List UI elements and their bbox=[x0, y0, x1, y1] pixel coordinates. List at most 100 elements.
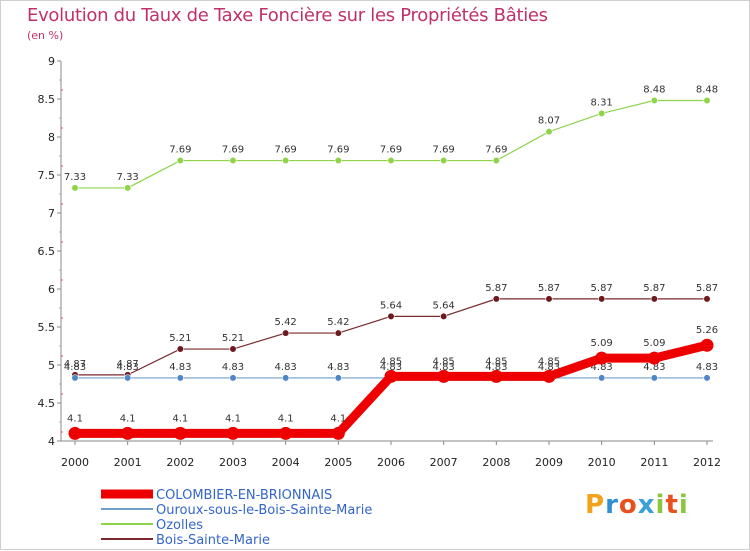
data-label: 5.87 bbox=[538, 283, 560, 294]
data-label: 4.83 bbox=[696, 362, 718, 373]
data-point bbox=[650, 96, 658, 105]
data-label: 4.83 bbox=[327, 362, 349, 373]
data-point bbox=[545, 295, 553, 303]
data-label: 4.87 bbox=[64, 359, 86, 370]
data-label: 4.1 bbox=[120, 413, 136, 424]
data-point bbox=[279, 426, 293, 440]
data-label: 5.21 bbox=[222, 333, 244, 344]
data-label: 7.69 bbox=[327, 145, 349, 156]
data-label: 5.87 bbox=[485, 283, 507, 294]
data-label: 5.21 bbox=[169, 333, 191, 344]
data-point bbox=[282, 329, 290, 337]
data-point bbox=[700, 338, 714, 352]
data-point bbox=[595, 351, 609, 365]
data-label: 5.87 bbox=[591, 283, 613, 294]
data-label: 7.69 bbox=[380, 145, 402, 156]
data-label: 4.1 bbox=[278, 413, 294, 424]
y-tick-label: 7 bbox=[48, 207, 55, 220]
logo-letter: o bbox=[618, 490, 638, 520]
legend-label: COLOMBIER-EN-BRIONNAIS bbox=[156, 488, 332, 503]
data-point bbox=[598, 295, 606, 303]
data-point bbox=[440, 156, 448, 165]
data-point bbox=[489, 369, 503, 383]
data-point bbox=[282, 156, 290, 165]
data-label: 4.83 bbox=[117, 362, 139, 373]
x-tick-label: 2008 bbox=[482, 456, 510, 469]
legend-label: Ozolles bbox=[156, 518, 203, 533]
logo-letter: t bbox=[665, 490, 679, 520]
data-label: 4.83 bbox=[64, 362, 86, 373]
data-point bbox=[703, 295, 711, 303]
data-point bbox=[71, 184, 79, 192]
data-point bbox=[387, 312, 395, 320]
logo-letter: P bbox=[585, 490, 606, 520]
data-label: 7.69 bbox=[275, 145, 297, 156]
data-point bbox=[173, 426, 187, 440]
data-label: 4.1 bbox=[225, 413, 241, 424]
data-label: 7.69 bbox=[169, 145, 191, 156]
data-label: 8.07 bbox=[538, 116, 560, 127]
data-point bbox=[598, 109, 606, 118]
data-label: 5.87 bbox=[696, 283, 718, 294]
data-label: 5.87 bbox=[643, 283, 665, 294]
data-point bbox=[176, 345, 184, 353]
data-label: 4.1 bbox=[330, 413, 346, 424]
data-point bbox=[384, 369, 398, 383]
data-label: 7.33 bbox=[117, 172, 139, 183]
y-tick-label: 5 bbox=[48, 359, 55, 372]
data-label: 8.48 bbox=[643, 85, 665, 96]
x-tick-label: 2000 bbox=[61, 456, 89, 469]
data-label: 4.85 bbox=[538, 356, 560, 367]
data-label: 4.83 bbox=[380, 362, 402, 373]
data-point bbox=[124, 374, 132, 382]
data-point bbox=[387, 156, 395, 165]
data-label: 5.09 bbox=[643, 338, 665, 349]
data-point bbox=[492, 295, 500, 303]
y-tick-label: 6 bbox=[48, 283, 55, 296]
x-tick-label: 2004 bbox=[272, 456, 300, 469]
x-tick-label: 2010 bbox=[588, 456, 616, 469]
data-point bbox=[68, 426, 82, 440]
x-tick-label: 2005 bbox=[324, 456, 352, 469]
data-point bbox=[334, 329, 342, 337]
y-tick-label: 4.5 bbox=[38, 397, 56, 410]
data-label: 4.83 bbox=[275, 362, 297, 373]
data-point bbox=[492, 156, 500, 165]
data-label: 4.83 bbox=[643, 362, 665, 373]
data-label: 7.69 bbox=[222, 145, 244, 156]
data-label: 4.87 bbox=[117, 359, 139, 370]
data-point bbox=[703, 374, 711, 382]
data-label: 4.83 bbox=[433, 362, 455, 373]
data-label: 4.83 bbox=[538, 362, 560, 373]
data-point bbox=[703, 96, 711, 105]
data-point bbox=[226, 426, 240, 440]
y-tick-label: 4 bbox=[48, 435, 55, 448]
data-point bbox=[440, 312, 448, 320]
data-label: 4.83 bbox=[485, 362, 507, 373]
data-point bbox=[598, 374, 606, 382]
x-tick-label: 2009 bbox=[535, 456, 563, 469]
data-point bbox=[647, 351, 661, 365]
data-label: 5.42 bbox=[327, 317, 349, 328]
data-label: 5.26 bbox=[696, 325, 718, 336]
data-point bbox=[229, 345, 237, 353]
data-point bbox=[124, 184, 132, 192]
x-tick-label: 2006 bbox=[377, 456, 405, 469]
data-label: 4.85 bbox=[380, 356, 402, 367]
y-tick-label: 7.5 bbox=[38, 169, 56, 182]
data-label: 7.33 bbox=[64, 172, 86, 183]
data-point bbox=[229, 374, 237, 382]
data-label: 8.31 bbox=[591, 97, 613, 108]
data-label: 4.1 bbox=[67, 413, 83, 424]
data-point bbox=[229, 156, 237, 165]
data-point bbox=[331, 426, 345, 440]
data-point bbox=[542, 369, 556, 383]
chart-subtitle: (en %) bbox=[27, 29, 64, 42]
y-tick-label: 9 bbox=[48, 55, 55, 68]
data-label: 5.09 bbox=[591, 338, 613, 349]
y-tick-label: 8 bbox=[48, 131, 55, 144]
legend-label: Bois-Sainte-Marie bbox=[156, 533, 270, 548]
data-label: 4.85 bbox=[485, 356, 507, 367]
